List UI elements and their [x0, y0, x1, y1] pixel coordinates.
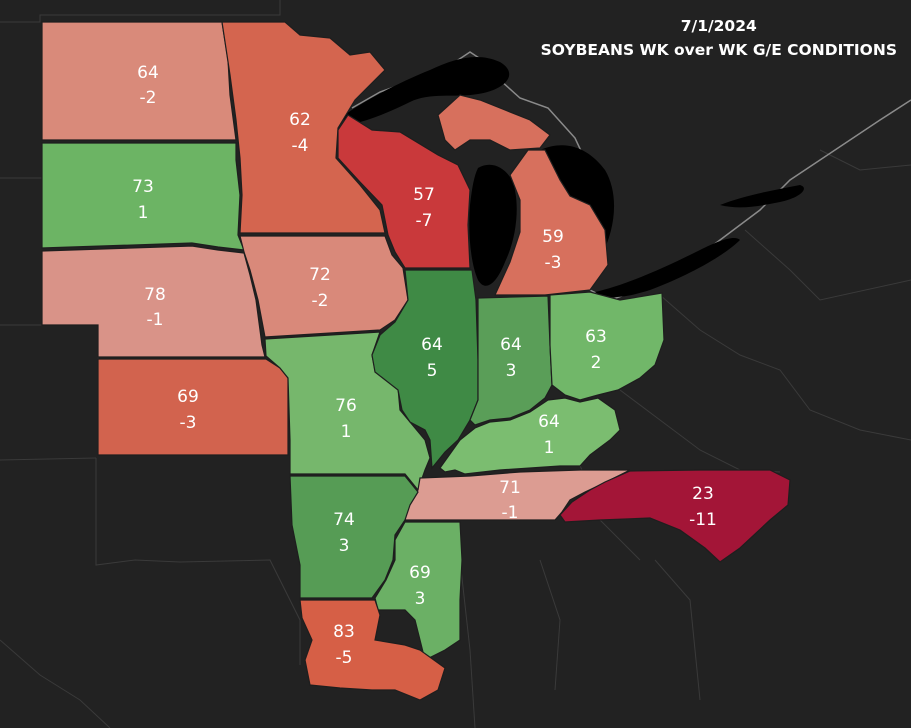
label-change-in: 3 — [506, 361, 517, 381]
label-value-oh: 63 — [585, 327, 607, 347]
state-ohio[interactable] — [549, 291, 665, 401]
label-change-la: -5 — [336, 648, 353, 668]
state-michigan[interactable] — [494, 149, 609, 296]
state-kansas[interactable] — [97, 358, 289, 456]
state-iowa[interactable] — [239, 235, 409, 338]
label-change-sd: 1 — [138, 203, 149, 223]
lake-erie — [595, 238, 740, 298]
label-change-nc: -11 — [689, 510, 717, 530]
label-change-mn: -4 — [292, 136, 309, 156]
label-value-wi: 57 — [413, 185, 435, 205]
label-value-nd: 64 — [137, 63, 159, 83]
label-value-mo: 76 — [335, 396, 357, 416]
label-change-mo: 1 — [341, 422, 352, 442]
label-value-in: 64 — [500, 335, 522, 355]
label-value-tn: 71 — [499, 478, 521, 498]
state-arkansas[interactable] — [289, 475, 419, 599]
label-change-ms: 3 — [415, 589, 426, 609]
label-value-sd: 73 — [132, 177, 154, 197]
labels-layer: 64 -2 73 1 78 -1 69 -3 62 -4 72 -2 57 -7… — [132, 63, 717, 668]
label-value-la: 83 — [333, 622, 355, 642]
label-value-ne: 78 — [144, 285, 166, 305]
label-change-ne: -1 — [147, 310, 164, 330]
states-layer — [41, 21, 791, 701]
state-minnesota[interactable] — [221, 21, 386, 234]
label-value-ks: 69 — [177, 387, 199, 407]
map-subtitle: SOYBEANS WK over WK G/E CONDITIONS — [540, 41, 897, 59]
label-value-ia: 72 — [309, 265, 331, 285]
label-change-ks: -3 — [180, 413, 197, 433]
lake-michigan — [469, 164, 517, 286]
label-value-ar: 74 — [333, 510, 355, 530]
state-south-dakota[interactable] — [41, 142, 245, 251]
label-change-tn: -1 — [502, 503, 519, 523]
map-date: 7/1/2024 — [680, 17, 757, 35]
label-value-ms: 69 — [409, 563, 431, 583]
label-value-ky: 64 — [538, 412, 560, 432]
label-value-mn: 62 — [289, 110, 311, 130]
label-change-ia: -2 — [312, 291, 329, 311]
label-change-oh: 2 — [591, 353, 602, 373]
lake-superior — [340, 56, 510, 124]
label-change-ar: 3 — [339, 536, 350, 556]
map-title: 7/1/2024 SOYBEANS WK over WK G/E CONDITI… — [541, 14, 897, 62]
label-change-mi: -3 — [545, 253, 562, 273]
state-nebraska[interactable] — [41, 245, 266, 358]
state-kentucky[interactable] — [439, 397, 621, 475]
state-wisconsin[interactable] — [337, 114, 471, 269]
lake-ontario — [720, 185, 804, 208]
state-louisiana[interactable] — [299, 599, 446, 701]
state-mississippi[interactable] — [374, 521, 463, 661]
label-change-wi: -7 — [416, 211, 433, 231]
state-north-carolina[interactable] — [559, 469, 791, 563]
label-value-mi: 59 — [542, 227, 564, 247]
label-value-il: 64 — [421, 335, 443, 355]
label-change-il: 5 — [427, 361, 438, 381]
label-value-nc: 23 — [692, 484, 714, 504]
state-michigan-upper-peninsula[interactable] — [437, 94, 551, 151]
label-change-ky: 1 — [544, 438, 555, 458]
label-change-nd: -2 — [140, 88, 157, 108]
